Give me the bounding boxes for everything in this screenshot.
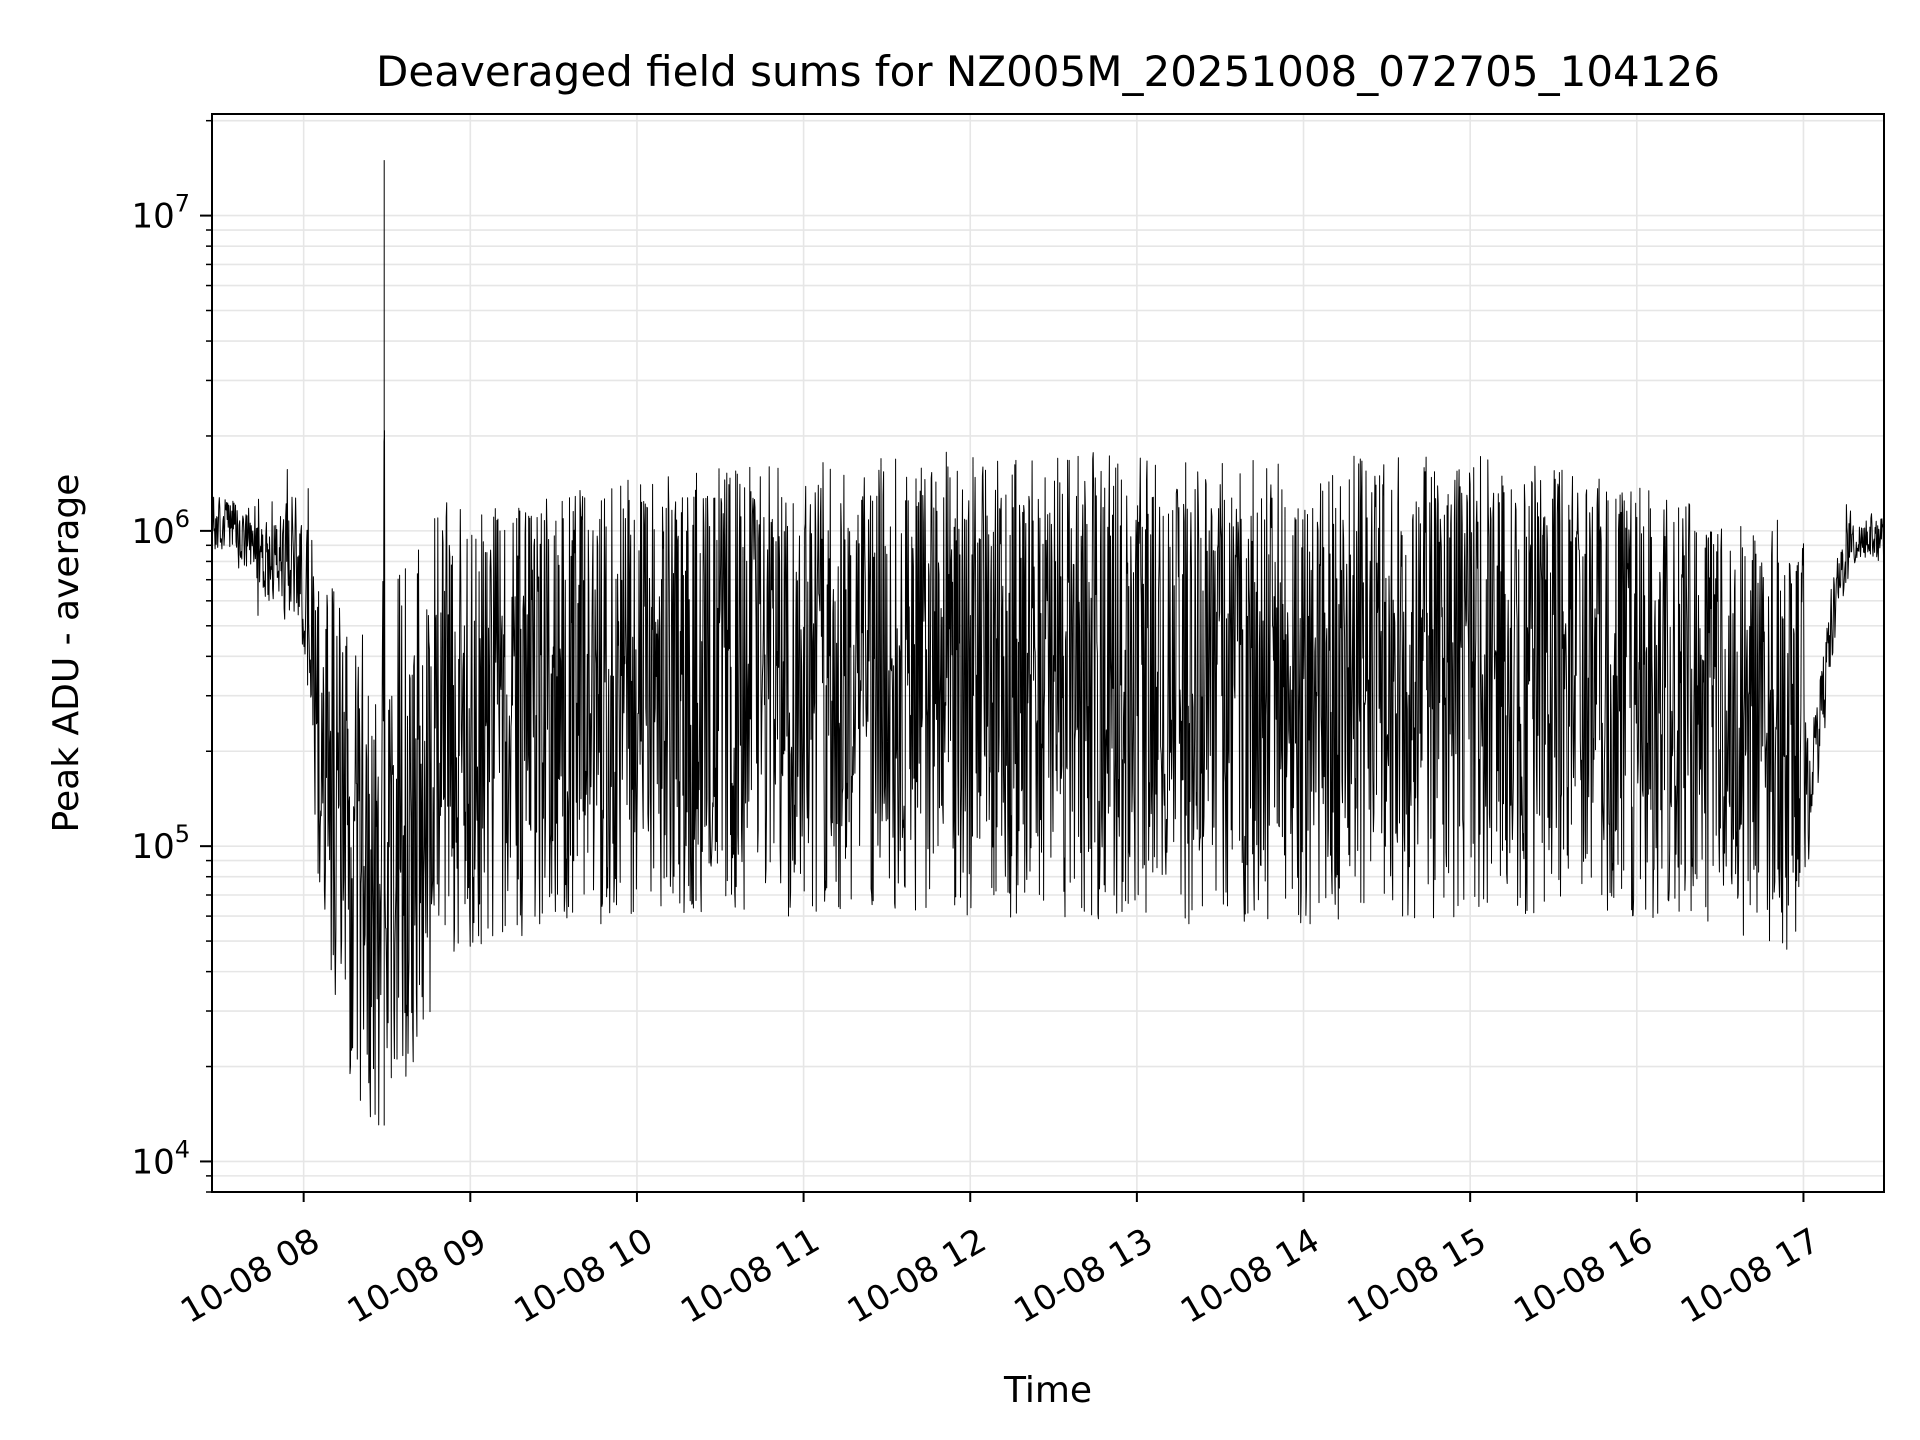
y-tick-label-1: 105 bbox=[131, 820, 190, 867]
x-axis-label: Time bbox=[1003, 1370, 1092, 1411]
y-tick-exponent-3: 7 bbox=[175, 190, 190, 218]
y-tick-base-0: 10 bbox=[131, 1142, 174, 1182]
y-tick-exponent-0: 4 bbox=[175, 1135, 190, 1163]
y-tick-label-2: 106 bbox=[131, 505, 190, 552]
y-tick-label-3: 107 bbox=[131, 190, 190, 237]
plot-frame bbox=[211, 113, 1885, 1193]
y-tick-label-0: 104 bbox=[131, 1135, 190, 1182]
y-axis-label: Peak ADU - average bbox=[46, 474, 87, 833]
y-tick-base-1: 10 bbox=[131, 827, 174, 867]
series-group bbox=[211, 160, 1885, 1126]
y-tick-base-2: 10 bbox=[131, 512, 174, 552]
y-tick-exponent-2: 6 bbox=[175, 505, 190, 533]
series-line-peak-adu bbox=[211, 160, 1885, 1126]
chart-title: Deaveraged field sums for NZ005M_2025100… bbox=[376, 47, 1720, 96]
y-tick-exponent-1: 5 bbox=[175, 820, 190, 848]
y-tick-base-3: 10 bbox=[131, 197, 174, 237]
